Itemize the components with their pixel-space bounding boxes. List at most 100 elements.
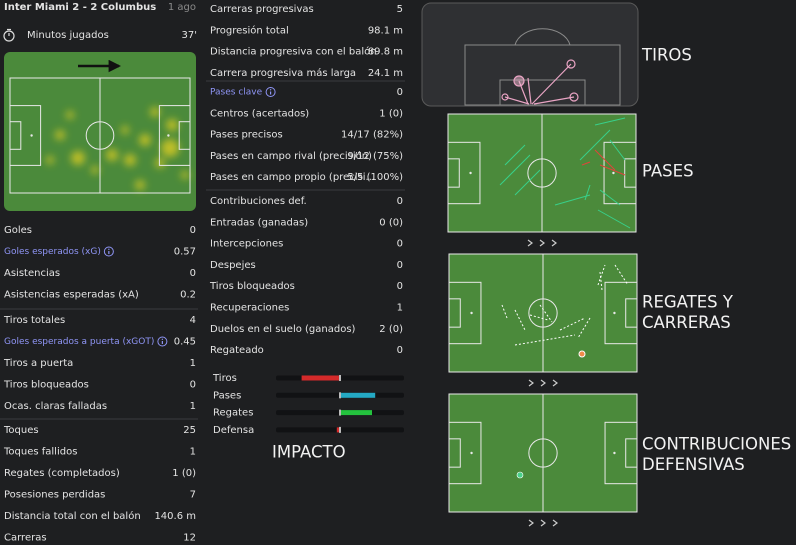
centre-circle	[527, 158, 557, 188]
spot	[30, 134, 33, 137]
impact-center	[339, 375, 341, 381]
stat-label: Pases precisos	[210, 130, 283, 141]
action-line	[599, 271, 603, 291]
stat-label: Pases en campo rival (precisión)	[210, 150, 372, 162]
map-panel: TIROS	[641, 46, 692, 65]
expand-chevrons[interactable]	[528, 379, 558, 387]
spot	[470, 451, 473, 455]
expand-chevrons[interactable]	[527, 239, 557, 247]
dribble	[578, 350, 586, 358]
chevron	[551, 239, 557, 247]
chevron	[528, 519, 534, 527]
goal-box	[447, 158, 460, 188]
stat-label: Toques fallidos	[3, 447, 77, 458]
stat-label: Tiros bloqueados	[3, 380, 89, 391]
goal-box	[448, 438, 461, 468]
stat-value: 25	[183, 425, 196, 436]
stat-value: 5	[397, 4, 403, 15]
impact-bar	[301, 375, 340, 381]
stat-label: Contribuciones def.	[210, 196, 307, 207]
stat-label: Carreras progresivas	[210, 4, 314, 15]
goal-box	[448, 298, 461, 328]
minutes-label: Minutos jugados	[27, 30, 109, 41]
stat-value: 0	[190, 380, 196, 391]
info-icon	[265, 87, 276, 97]
stat-value: 0.57	[174, 247, 196, 258]
action-line	[514, 169, 541, 196]
map-title: REGATES Y	[642, 293, 734, 312]
stat-label: Pases en campo propio (precisi...	[210, 172, 375, 183]
stat-label: Duelos en el suelo (ganados)	[210, 324, 356, 335]
impact-label: Tiros	[212, 373, 237, 384]
stat-value: 1 (0)	[172, 468, 196, 479]
stat-label: Intercepciones	[210, 239, 283, 250]
stat-label: Regates (completados)	[4, 468, 120, 479]
stat-value: 1	[190, 447, 196, 458]
stat-value: 140.6 m	[154, 511, 196, 522]
map-panel: PASES	[447, 113, 694, 247]
passes	[499, 117, 631, 229]
chevron	[540, 519, 546, 527]
stat-value: 0	[397, 345, 403, 356]
stat-label: Goles esperados (xG)	[4, 247, 101, 257]
info-icon	[103, 246, 114, 257]
stat-value: 0	[397, 239, 403, 250]
stat-label: Entradas (ganadas)	[210, 217, 308, 228]
stat-label: Carreras	[4, 533, 47, 544]
impact-title: IMPACTO	[272, 443, 346, 462]
stat-label: Asistencias esperadas (xA)	[4, 290, 139, 301]
impact-center	[339, 392, 341, 399]
centre-circle	[528, 438, 558, 468]
action-line	[581, 161, 591, 166]
stat-label: Goles	[4, 225, 32, 236]
stat-value: 0	[397, 87, 403, 98]
action-line	[599, 164, 626, 176]
stat-value: 0	[190, 225, 196, 236]
map-title: CONTRIBUCIONES	[642, 435, 791, 454]
stat-label: Centros (acertados)	[210, 108, 309, 119]
stat-label: Despejes	[210, 260, 256, 271]
impact-bar	[340, 392, 376, 398]
stat-value: 1	[397, 303, 403, 314]
spot	[470, 311, 473, 315]
stat-label: Tiros totales	[3, 315, 65, 326]
goal-box	[625, 438, 638, 468]
stat-value: 89.8 m	[368, 47, 403, 58]
impact-bar	[336, 427, 340, 433]
action-line	[609, 139, 626, 161]
impact-bar	[340, 410, 372, 416]
action-line	[594, 117, 626, 126]
stat-value: 0	[397, 260, 403, 271]
spot	[612, 171, 615, 175]
impact-label: Pases	[213, 390, 241, 401]
info-icon	[157, 336, 168, 347]
action-line	[499, 154, 531, 186]
stat-value: 1	[190, 401, 196, 412]
stat-value: 0.2	[180, 290, 196, 301]
stat-label: Progresión total	[210, 24, 289, 36]
stat-value: 7	[190, 490, 196, 501]
spot	[613, 311, 616, 315]
centre-circle	[85, 121, 115, 150]
goal-box	[178, 121, 191, 150]
expand-chevrons[interactable]	[528, 519, 558, 527]
centre-circle	[528, 298, 558, 328]
action-line	[579, 129, 611, 161]
action-line	[559, 317, 586, 331]
defensive-action	[516, 471, 524, 479]
impact-label: Regates	[213, 408, 253, 419]
info-icon	[161, 338, 164, 340]
action-line	[597, 209, 631, 229]
action-line	[529, 314, 549, 321]
stat-label: Recuperaciones	[210, 303, 289, 314]
map-title: DEFENSIVAS	[642, 455, 745, 474]
goal-box	[624, 158, 637, 188]
stat-label: Asistencias	[4, 268, 60, 279]
goal-box	[9, 121, 22, 150]
spot	[613, 451, 616, 455]
spot	[167, 134, 170, 137]
